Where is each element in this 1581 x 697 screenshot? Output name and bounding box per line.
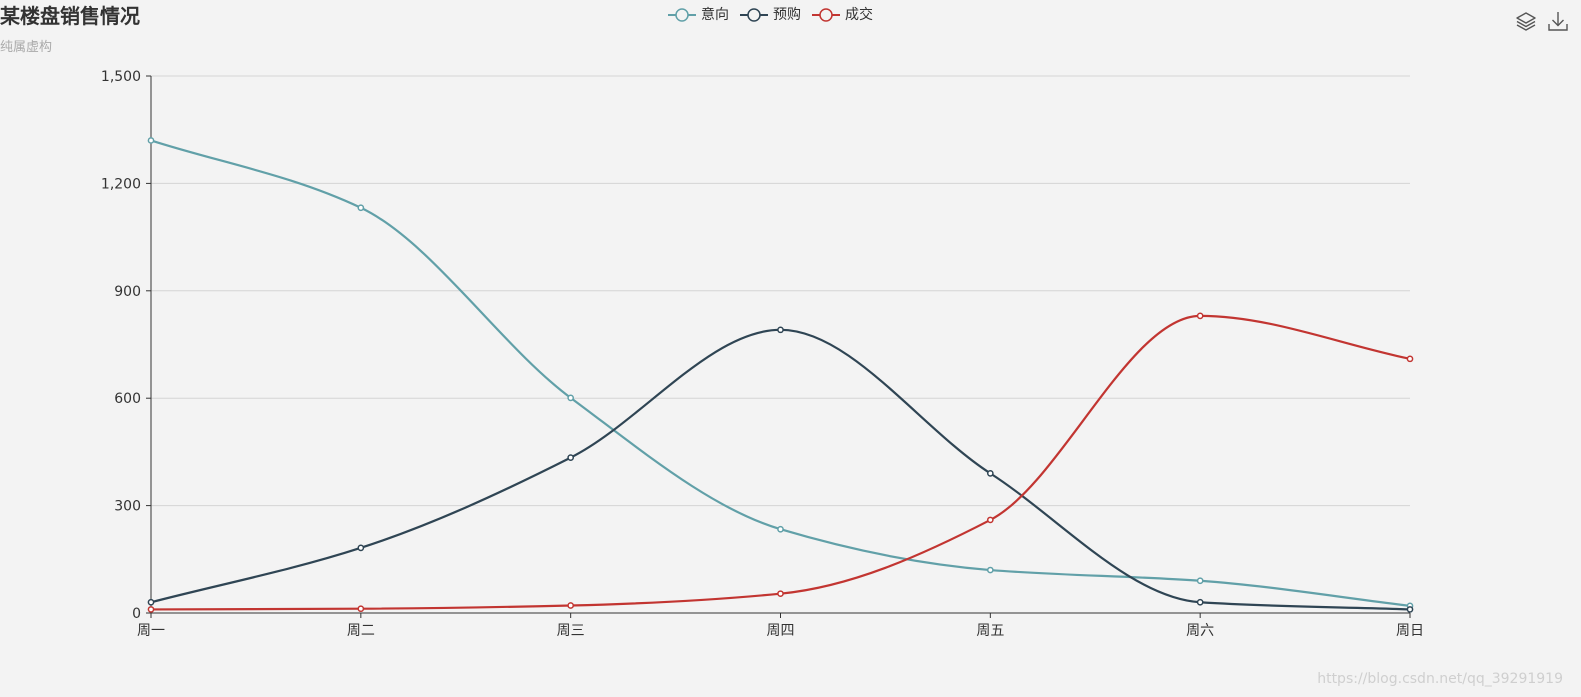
y-tick-label: 1,200 [101,176,141,192]
legend-label-preorder: 预购 [773,7,801,23]
data-point [357,204,365,212]
data-point [147,137,155,144]
data-point [357,605,365,613]
y-tick-label: 300 [114,499,141,515]
data-point [1196,577,1204,585]
toolbox [1515,10,1569,32]
legend-item-intent[interactable]: 意向 [667,5,729,25]
data-point [567,602,575,609]
data-point [1406,355,1414,363]
legend: 意向 预购 成交 [667,5,873,25]
series-line-0 [150,139,1411,607]
series-line-2 [150,314,1411,611]
legend-marker-intent [668,8,696,22]
data-point [986,470,994,477]
chart-subtitle: 纯属虚构 [0,40,53,55]
stack-icon[interactable] [1515,10,1537,32]
data-point [1196,312,1204,320]
data-point [147,598,155,606]
y-tick-label: 600 [114,391,141,407]
x-tick-label: 周一 [137,623,165,639]
data-point [1196,598,1204,606]
legend-marker-preorder [740,8,768,22]
chart-title: 某楼盘销售情况 [0,4,140,28]
data-point [777,525,784,533]
data-point [1406,606,1414,613]
legend-item-preorder[interactable]: 预购 [739,5,801,25]
data-point [986,516,994,524]
grid-lines [151,75,1410,507]
legend-item-deal[interactable]: 成交 [811,5,873,25]
series-lines [150,139,1411,611]
y-tick-label: 1,500 [101,69,141,85]
x-tick-label: 周六 [1186,623,1214,639]
data-point [986,566,994,574]
x-tick-label: 周五 [976,623,1004,639]
x-tick-label: 周三 [557,623,585,639]
series-line-1 [150,328,1411,611]
download-icon[interactable] [1547,10,1569,32]
legend-label-deal: 成交 [845,7,873,23]
data-point [147,606,155,613]
watermark: https://blog.csdn.net/qq_39291919 [1317,671,1563,687]
x-tick-label: 周四 [767,623,795,639]
legend-marker-deal [812,8,840,22]
legend-label-intent: 意向 [701,7,729,23]
y-tick-label: 0 [132,606,141,622]
x-tick-label: 周二 [347,623,375,639]
y-tick-label: 900 [114,284,141,300]
data-point [567,394,575,402]
data-point [777,590,784,598]
series-points [147,137,1414,613]
data-point [567,454,575,461]
axes: 0 300 600 900 1,200 1,500 周一 周二 周三 周四 周五 周六 周日 [101,69,1424,639]
data-point [777,326,784,334]
x-tick-label: 周日 [1396,623,1424,639]
data-point [357,544,365,552]
